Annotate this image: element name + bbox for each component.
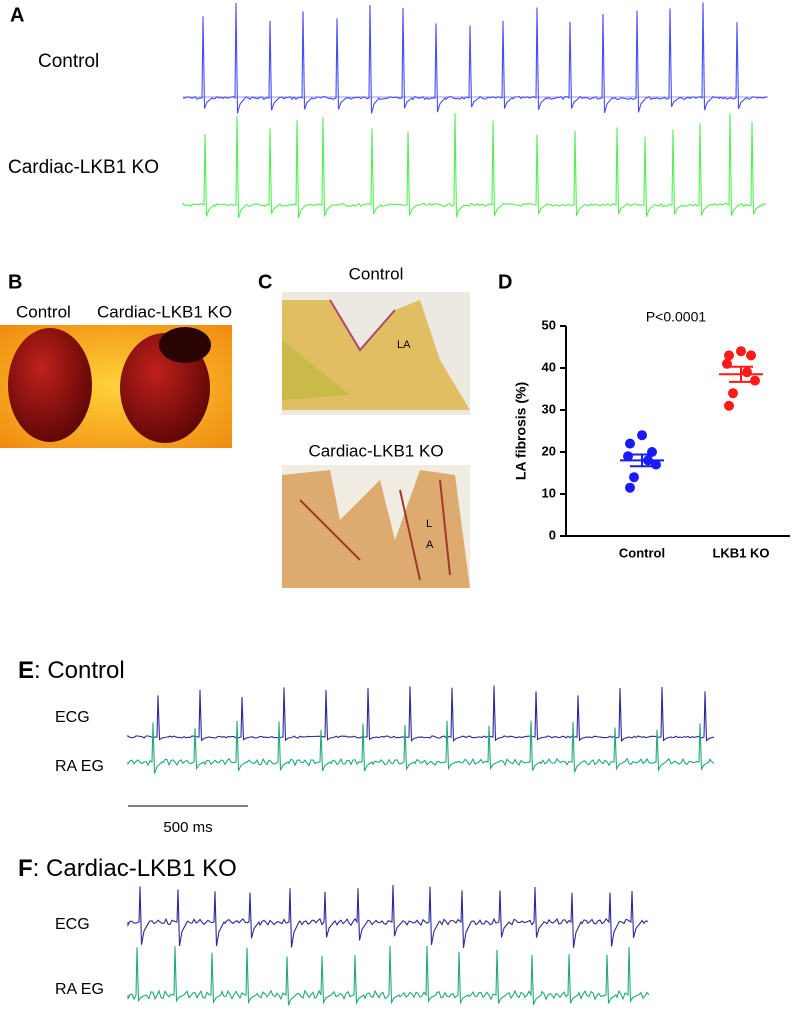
- image-label: Cardiac-LKB1 KO: [308, 441, 443, 460]
- row-label: Control: [38, 51, 99, 72]
- panel-letter: D: [498, 271, 512, 293]
- data-point: [724, 350, 734, 361]
- panel-letter: C: [258, 271, 272, 293]
- image-label: Control: [16, 302, 71, 321]
- image-label: L: [426, 518, 432, 530]
- data-point: [625, 482, 635, 493]
- panel-title: E: Control: [18, 657, 125, 684]
- row-label: Cardiac-LKB1 KO: [8, 157, 159, 178]
- y-axis-title: LA fibrosis (%): [513, 382, 529, 480]
- image-label: A: [426, 539, 434, 551]
- y-tick-label: 30: [542, 401, 556, 416]
- trace: [182, 113, 767, 218]
- data-point: [746, 350, 756, 361]
- panel-letter: A: [10, 4, 24, 26]
- trace: [127, 884, 649, 948]
- data-point: [625, 438, 635, 449]
- trace: [127, 685, 715, 743]
- x-tick-label: LKB1 KO: [712, 545, 769, 560]
- image-label: Control: [349, 264, 404, 283]
- scale-label: 500 ms: [163, 819, 212, 836]
- y-tick-label: 50: [542, 317, 556, 332]
- panel-letter: E: [18, 657, 34, 684]
- panel-letter: B: [8, 271, 22, 293]
- image-label: LA: [397, 339, 411, 351]
- x-tick-label: Control: [619, 545, 665, 560]
- data-point: [629, 472, 639, 483]
- data-point: [742, 367, 752, 378]
- row-label: ECG: [55, 709, 90, 726]
- panel-title-text: : Cardiac-LKB1 KO: [33, 855, 237, 882]
- data-point: [736, 346, 746, 357]
- y-tick-label: 20: [542, 443, 556, 458]
- heart-photo: [0, 325, 232, 448]
- row-label: RA EG: [55, 758, 104, 775]
- histology-image: [282, 465, 470, 588]
- panel-title: F: Cardiac-LKB1 KO: [18, 855, 237, 882]
- data-point: [637, 430, 647, 441]
- histology-image: [282, 292, 470, 415]
- data-point: [750, 375, 760, 386]
- row-label: RA EG: [55, 981, 104, 998]
- row-label: ECG: [55, 916, 90, 933]
- y-tick-label: 10: [542, 485, 556, 500]
- annotation: P<0.0001: [646, 309, 707, 325]
- data-point: [724, 400, 734, 411]
- y-tick-label: 40: [542, 359, 556, 374]
- trace: [127, 945, 650, 1006]
- data-point: [728, 388, 738, 399]
- trace: [182, 2, 768, 114]
- panel-letter: F: [18, 855, 33, 882]
- image-label: Cardiac-LKB1 KO: [97, 302, 232, 321]
- trace: [127, 720, 715, 774]
- y-tick-label: 0: [549, 527, 556, 542]
- panel-title-text: : Control: [34, 657, 125, 684]
